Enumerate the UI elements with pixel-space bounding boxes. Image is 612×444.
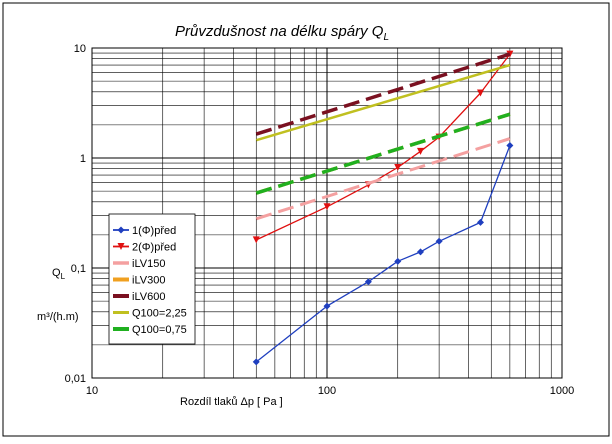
data-point: [394, 257, 402, 265]
legend-label: iLV300: [132, 275, 165, 287]
plot-area: [91, 47, 563, 379]
tick-labels: 10 100 1000 0,01 0,1 1 10: [65, 43, 575, 397]
y-axis-unit: m³/(h.m): [37, 311, 79, 323]
data-point: [477, 218, 485, 226]
series-line: [255, 137, 511, 221]
x-axis-label: Rozdíl tlaků Δp [ Pa ]: [180, 396, 283, 408]
legend-marker: [117, 226, 125, 234]
legend-label: Q100=0,75: [132, 324, 187, 336]
y-tick-label: 10: [74, 43, 86, 55]
legend: 1(Φ)před 2(Φ)před iLV150 iLV300 iLV600 Q100=2…: [108, 213, 196, 345]
data-point: [323, 203, 331, 211]
series-Q100=2,25: [255, 63, 511, 142]
data-point: [364, 278, 372, 286]
y-tick-label: 1: [80, 153, 86, 165]
y-tick-label: 0,01: [65, 373, 86, 385]
x-tick-label: 1000: [550, 385, 574, 397]
data-point: [506, 141, 514, 149]
series-line: [255, 145, 511, 363]
x-tick-label: 10: [86, 385, 98, 397]
data-point: [252, 358, 260, 366]
data-point: [417, 147, 425, 155]
grid: [92, 48, 562, 378]
series-line: [255, 52, 511, 136]
series-iLV600: [255, 52, 511, 136]
data-point: [252, 236, 260, 244]
data-point: [417, 248, 425, 256]
legend-label: iLV600: [132, 291, 165, 303]
legend-label: iLV150: [132, 258, 165, 270]
legend-label: 2(Φ)před: [132, 242, 176, 254]
legend-label: 1(Φ)před: [132, 225, 176, 237]
series-1(Φ)před: [252, 141, 514, 366]
data-point: [477, 89, 485, 97]
series-line: [256, 53, 511, 241]
series-line: [255, 112, 511, 195]
series-layer: [252, 50, 514, 366]
data-point: [394, 163, 402, 171]
legend-label: Q100=2,25: [132, 308, 187, 320]
x-tick-label: 100: [318, 385, 336, 397]
data-point: [435, 237, 443, 245]
chart-title: Průvzdušnost na délku spáry QL: [175, 23, 389, 43]
chart-frame: [2, 2, 610, 437]
y-axis-label: QL: [52, 267, 66, 281]
y-tick-label: 0,1: [71, 263, 86, 275]
legend-marker: [117, 243, 125, 250]
series-line: [255, 63, 511, 142]
data-point: [323, 302, 331, 310]
series-iLV150: [255, 137, 511, 221]
series-Q100=0,75: [255, 112, 511, 195]
